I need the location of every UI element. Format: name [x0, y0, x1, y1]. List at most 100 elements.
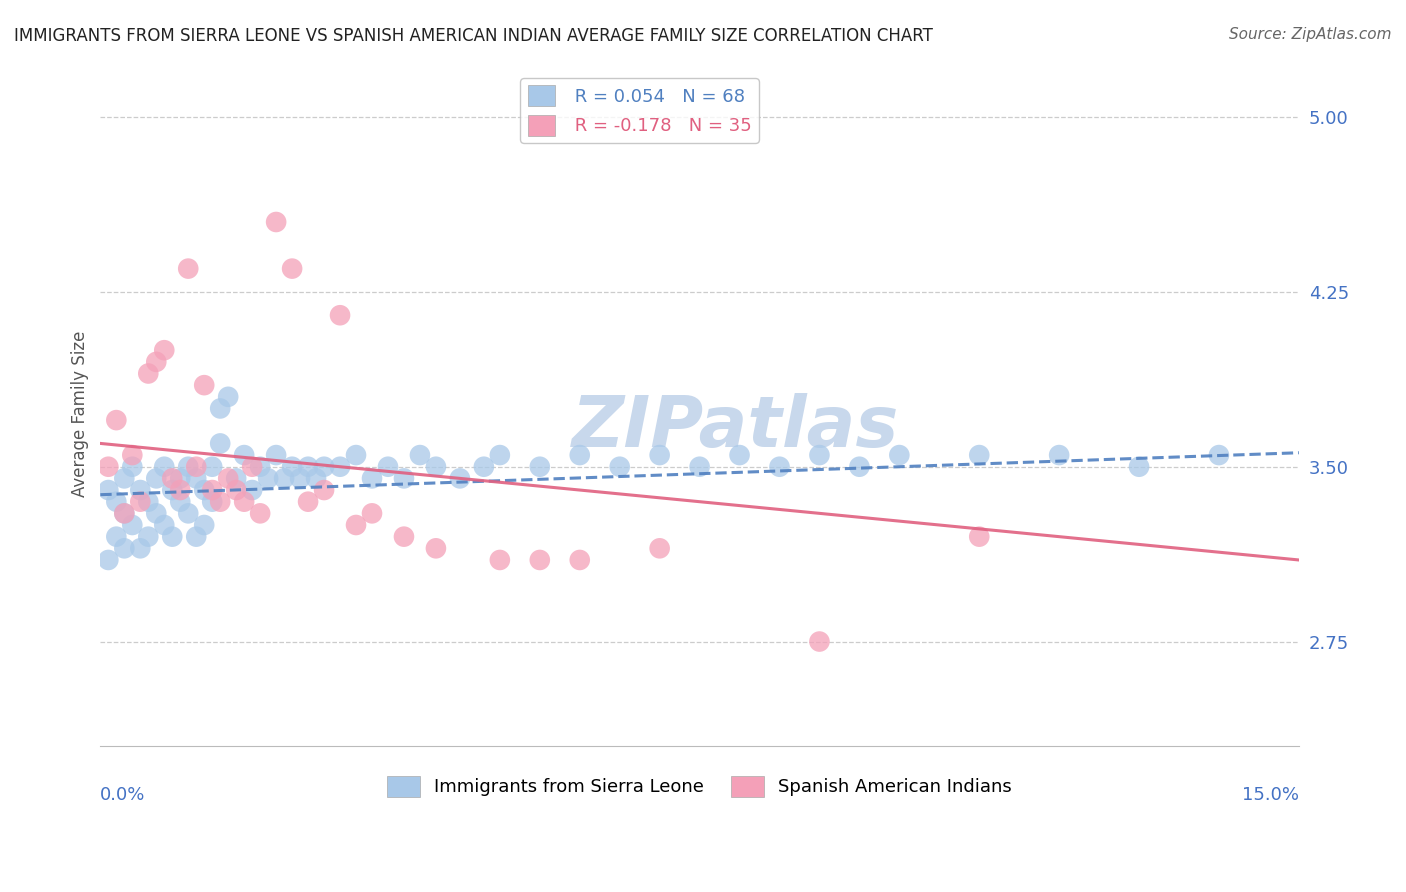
Point — [153, 343, 176, 358]
Y-axis label: Average Family Size: Average Family Size — [72, 331, 89, 498]
Point — [97, 459, 120, 474]
Point — [209, 436, 232, 450]
Point — [169, 494, 191, 508]
Point — [233, 494, 256, 508]
Point — [169, 471, 191, 485]
Point — [425, 541, 447, 556]
Point — [193, 483, 215, 497]
Point — [848, 459, 870, 474]
Point — [392, 530, 415, 544]
Point — [177, 507, 200, 521]
Point — [529, 459, 551, 474]
Point — [249, 507, 271, 521]
Point — [136, 367, 159, 381]
Point — [112, 541, 135, 556]
Point — [217, 390, 239, 404]
Point — [472, 459, 495, 474]
Point — [233, 448, 256, 462]
Point — [808, 634, 831, 648]
Point — [297, 494, 319, 508]
Point — [153, 459, 176, 474]
Point — [689, 459, 711, 474]
Point — [105, 494, 128, 508]
Point — [201, 483, 224, 497]
Point — [392, 471, 415, 485]
Point — [145, 471, 167, 485]
Point — [297, 459, 319, 474]
Point — [186, 530, 208, 544]
Point — [489, 553, 512, 567]
Point — [201, 494, 224, 508]
Point — [240, 483, 263, 497]
Point — [121, 518, 143, 533]
Point — [169, 483, 191, 497]
Point — [329, 459, 352, 474]
Point — [361, 507, 384, 521]
Point — [609, 459, 631, 474]
Point — [153, 518, 176, 533]
Point — [768, 459, 790, 474]
Point — [264, 448, 287, 462]
Point — [121, 448, 143, 462]
Point — [225, 483, 247, 497]
Point — [186, 459, 208, 474]
Point — [162, 530, 184, 544]
Point — [145, 507, 167, 521]
Point — [136, 530, 159, 544]
Point — [489, 448, 512, 462]
Point — [312, 483, 335, 497]
Point — [1208, 448, 1230, 462]
Point — [257, 471, 280, 485]
Point — [209, 401, 232, 416]
Point — [967, 530, 990, 544]
Text: 15.0%: 15.0% — [1241, 786, 1299, 805]
Point — [568, 553, 591, 567]
Point — [648, 541, 671, 556]
Point — [361, 471, 384, 485]
Point — [112, 507, 135, 521]
Point — [97, 483, 120, 497]
Point — [105, 413, 128, 427]
Point — [425, 459, 447, 474]
Point — [129, 494, 152, 508]
Point — [329, 308, 352, 322]
Point — [728, 448, 751, 462]
Point — [264, 215, 287, 229]
Point — [281, 459, 304, 474]
Point — [193, 378, 215, 392]
Point — [201, 459, 224, 474]
Point — [112, 507, 135, 521]
Point — [305, 471, 328, 485]
Point — [240, 459, 263, 474]
Point — [1047, 448, 1070, 462]
Text: IMMIGRANTS FROM SIERRA LEONE VS SPANISH AMERICAN INDIAN AVERAGE FAMILY SIZE CORR: IMMIGRANTS FROM SIERRA LEONE VS SPANISH … — [14, 27, 934, 45]
Point — [162, 483, 184, 497]
Point — [449, 471, 471, 485]
Point — [217, 471, 239, 485]
Text: ZIPatlas: ZIPatlas — [572, 393, 900, 462]
Point — [967, 448, 990, 462]
Point — [281, 261, 304, 276]
Point — [312, 459, 335, 474]
Point — [273, 471, 295, 485]
Point — [409, 448, 432, 462]
Point — [129, 483, 152, 497]
Point — [121, 459, 143, 474]
Point — [136, 494, 159, 508]
Point — [344, 518, 367, 533]
Point — [209, 494, 232, 508]
Point — [186, 471, 208, 485]
Point — [177, 261, 200, 276]
Point — [225, 471, 247, 485]
Point — [105, 530, 128, 544]
Point — [377, 459, 399, 474]
Point — [97, 553, 120, 567]
Point — [648, 448, 671, 462]
Point — [145, 355, 167, 369]
Point — [112, 471, 135, 485]
Point — [889, 448, 911, 462]
Point — [344, 448, 367, 462]
Point — [193, 518, 215, 533]
Point — [177, 459, 200, 474]
Text: 0.0%: 0.0% — [100, 786, 146, 805]
